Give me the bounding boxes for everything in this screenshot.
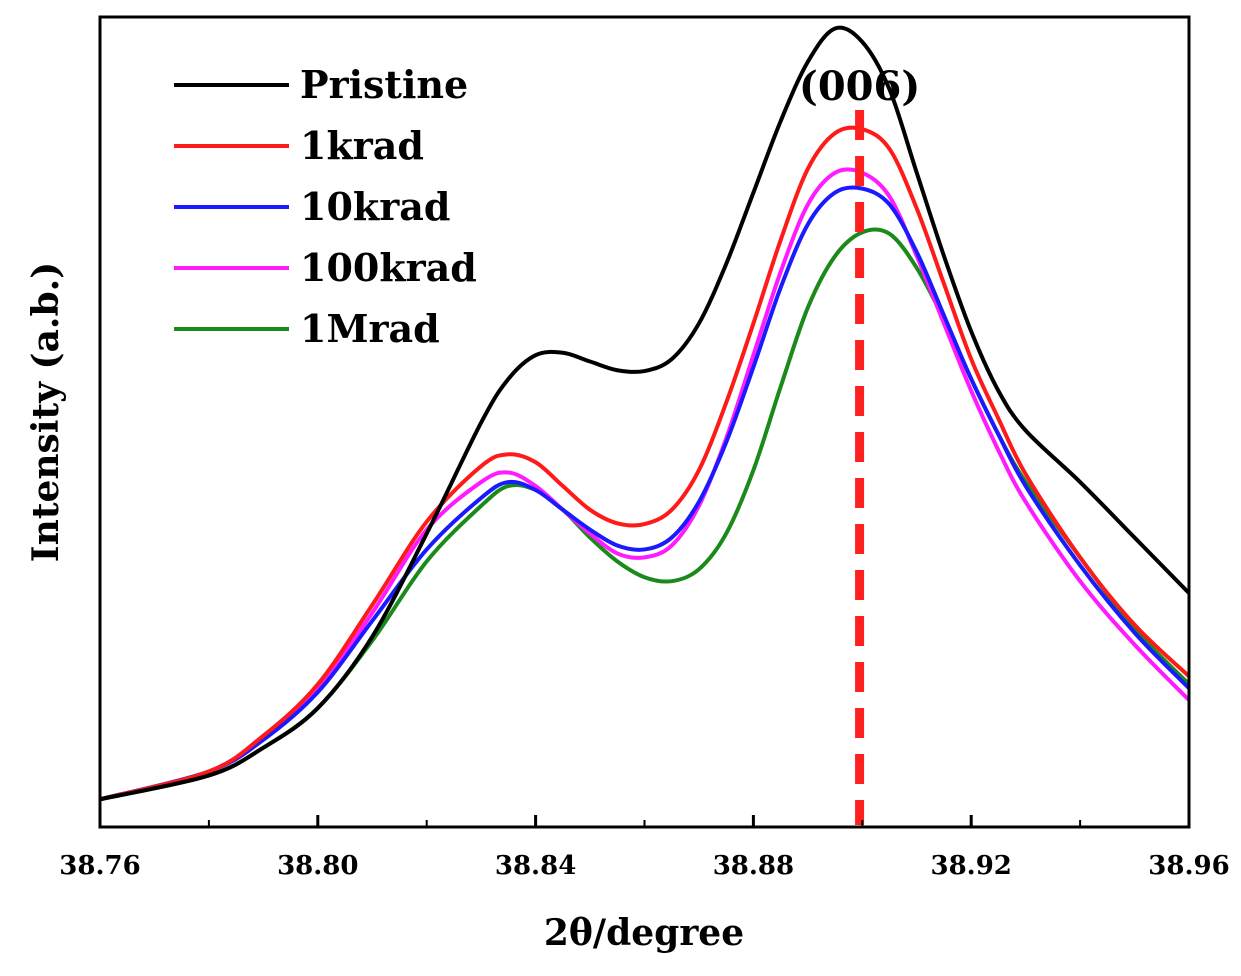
x-tick-label: 38.96	[1148, 851, 1229, 881]
legend: Pristine 1krad 10krad 100krad 1Mrad	[174, 62, 477, 351]
annotation-label: (006)	[799, 63, 920, 110]
x-tick-label: 38.76	[59, 851, 140, 881]
series-line-1mrad	[100, 227, 1189, 802]
series-layer	[100, 25, 1189, 802]
x-tick-label: 38.92	[930, 851, 1011, 881]
x-axis-ticks: 38.76 38.80 38.84 38.88 38.92 38.96	[59, 815, 1230, 881]
x-tick-label: 38.88	[713, 851, 794, 881]
legend-label-1krad: 1krad	[300, 123, 424, 168]
y-axis-title: Intensity (a.b.)	[25, 262, 67, 562]
series-line-pristine	[100, 25, 1189, 802]
series-line-1krad	[100, 125, 1189, 802]
x-tick-label: 38.80	[277, 851, 358, 881]
legend-label-pristine: Pristine	[300, 62, 468, 107]
series-line-10krad	[100, 185, 1189, 802]
legend-label-10krad: 10krad	[300, 184, 450, 229]
plot-frame	[98, 15, 1191, 829]
x-tick-label: 38.84	[495, 851, 576, 881]
x-axis-title: 2θ/degree	[544, 912, 744, 954]
legend-label-1mrad: 1Mrad	[300, 306, 440, 351]
legend-label-100krad: 100krad	[300, 245, 477, 290]
